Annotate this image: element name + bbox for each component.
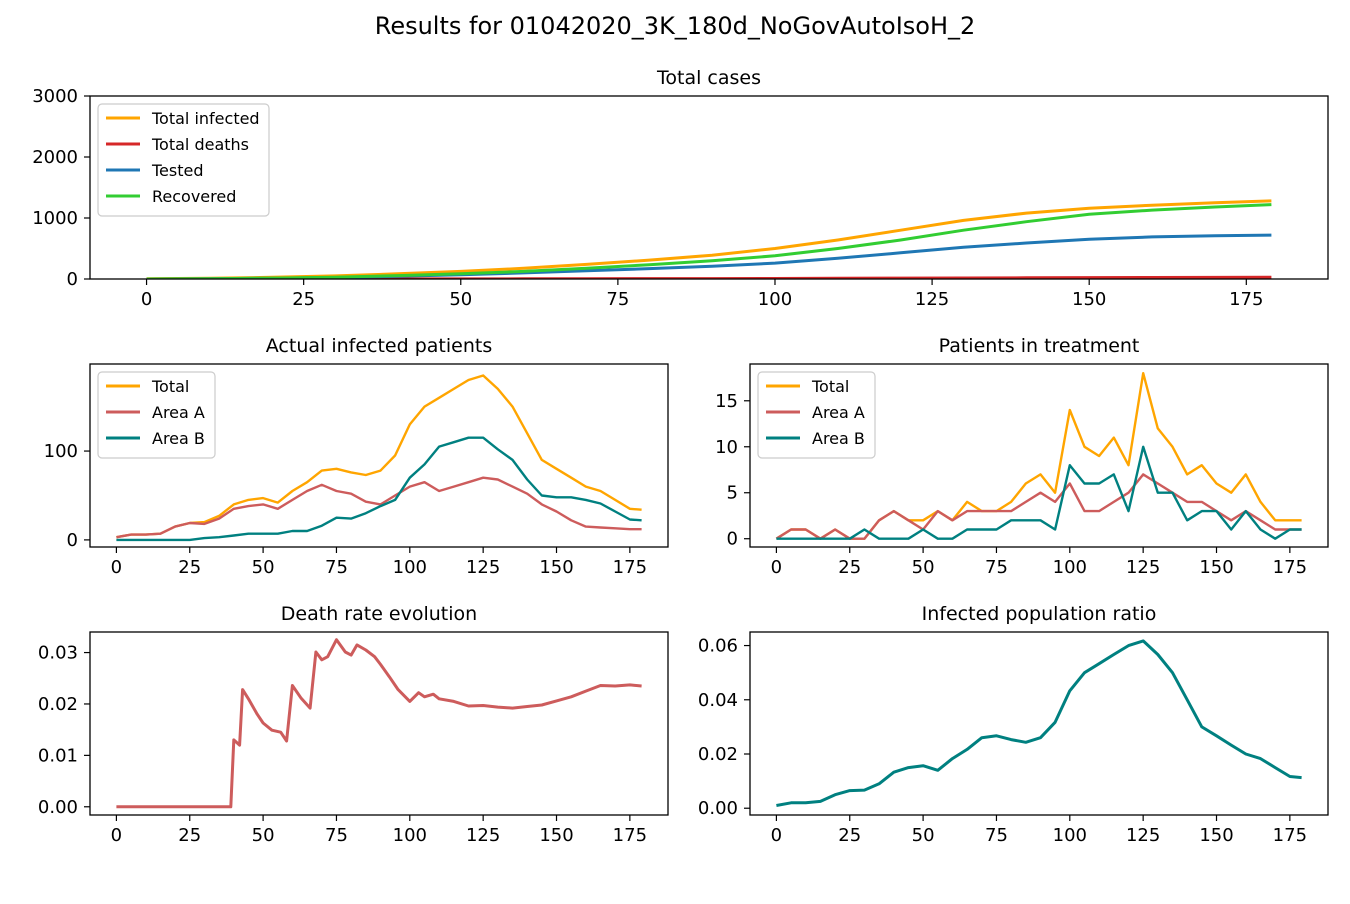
legend-label: Area A (152, 403, 205, 422)
x-tick-label: 150 (539, 557, 573, 578)
chart-title: Patients in treatment (939, 335, 1140, 357)
legend-label: Total (151, 377, 189, 396)
y-tick-label: 0.03 (38, 643, 78, 664)
y-tick-label: 0.00 (698, 798, 738, 819)
y-tick-label: 0.02 (698, 744, 738, 765)
y-tick-label: 0.04 (698, 690, 738, 711)
series-line-area-b (116, 436, 642, 542)
x-tick-label: 0 (771, 825, 782, 846)
x-tick-label: 50 (912, 825, 935, 846)
axes-frame (749, 631, 1329, 816)
x-tick-label: 25 (838, 825, 861, 846)
legend-label: Total deaths (151, 135, 249, 154)
legend: Total Area A Area B (97, 371, 216, 459)
axes-frame (89, 631, 669, 816)
y-tick-label: 15 (715, 391, 738, 412)
legend: Total infected Total deaths Tested Recovere… (97, 103, 270, 217)
legend-label: Recovered (152, 187, 236, 206)
x-tick-label: 175 (1273, 825, 1307, 846)
series-line-main (116, 638, 642, 809)
x-tick-label: 175 (1273, 557, 1307, 578)
axes-frame (89, 95, 1329, 280)
x-tick-label: 75 (325, 825, 348, 846)
y-tick-label: 100 (44, 441, 78, 462)
y-tick-label: 5 (727, 483, 738, 504)
x-tick-label: 75 (325, 557, 348, 578)
x-tick-label: 100 (393, 825, 427, 846)
x-tick-label: 150 (1072, 289, 1106, 310)
x-tick-label: 50 (912, 557, 935, 578)
x-tick-label: 25 (838, 557, 861, 578)
y-tick-label: 1000 (32, 208, 78, 229)
x-tick-label: 100 (758, 289, 792, 310)
chart-actual-infected: Actual infected patients 0 25 50 75 100 125 150… (44, 335, 669, 578)
x-tick-label: 125 (1126, 557, 1160, 578)
x-tick-label: 25 (178, 557, 201, 578)
chart-title: Actual infected patients (266, 335, 492, 357)
series-line-area-a (116, 476, 642, 539)
chart-title: Death rate evolution (281, 603, 477, 625)
y-tick-label: 0.00 (38, 797, 78, 818)
y-tick-label: 3000 (32, 86, 78, 107)
chart-title: Total cases (656, 67, 761, 89)
legend-label: Total infected (151, 109, 260, 128)
legend-label: Total (811, 377, 849, 396)
x-tick-label: 125 (1126, 825, 1160, 846)
y-tick-label: 0 (67, 530, 78, 551)
figure-title: Results for 01042020_3K_180d_NoGovAutoIs… (374, 12, 976, 40)
y-tick-label: 2000 (32, 147, 78, 168)
y-tick-label: 0.06 (698, 636, 738, 657)
legend-label: Area B (152, 429, 205, 448)
x-tick-label: 175 (1229, 289, 1263, 310)
series-line-main (776, 639, 1302, 807)
x-tick-label: 125 (915, 289, 949, 310)
x-tick-label: 0 (111, 557, 122, 578)
x-tick-label: 125 (466, 825, 500, 846)
x-tick-label: 25 (292, 289, 315, 310)
legend-label: Area B (812, 429, 865, 448)
chart-population-ratio: Infected population ratio 0 25 50 75 100 125 15… (698, 603, 1329, 846)
x-tick-label: 100 (1053, 557, 1087, 578)
x-tick-label: 75 (606, 289, 629, 310)
x-tick-label: 100 (1053, 825, 1087, 846)
x-tick-label: 100 (393, 557, 427, 578)
series-line-total (116, 374, 642, 539)
x-tick-label: 0 (771, 557, 782, 578)
series-line-area-a (775, 473, 1302, 540)
legend: Total Area A Area B (757, 371, 876, 459)
x-tick-label: 175 (613, 825, 647, 846)
x-tick-label: 75 (985, 557, 1008, 578)
x-tick-label: 50 (449, 289, 472, 310)
x-tick-label: 50 (252, 825, 275, 846)
y-tick-label: 0 (67, 269, 78, 290)
axes-frame (89, 363, 669, 548)
legend-label: Tested (151, 161, 204, 180)
legend-label: Area A (812, 403, 865, 422)
axes-frame (749, 363, 1329, 548)
x-tick-label: 175 (613, 557, 647, 578)
y-tick-label: 0.02 (38, 694, 78, 715)
series-line-area-b (776, 445, 1302, 540)
x-tick-label: 150 (539, 825, 573, 846)
chart-title: Infected population ratio (922, 603, 1157, 625)
x-tick-label: 150 (1199, 825, 1233, 846)
series-line-recovered (146, 203, 1272, 279)
y-tick-label: 0 (727, 529, 738, 550)
x-tick-label: 50 (252, 557, 275, 578)
x-tick-label: 75 (985, 825, 1008, 846)
x-tick-label: 125 (466, 557, 500, 578)
y-tick-label: 10 (715, 437, 738, 458)
y-tick-label: 0.01 (38, 745, 78, 766)
x-tick-label: 0 (111, 825, 122, 846)
chart-death-rate: Death rate evolution 0 25 50 75 100 125 150 175 0… (38, 603, 669, 846)
series-line-tested (146, 233, 1272, 279)
x-tick-label: 150 (1199, 557, 1233, 578)
x-tick-label: 0 (141, 289, 152, 310)
x-tick-label: 25 (178, 825, 201, 846)
chart-total-cases: Total cases 0 25 50 75 100 125 150 175 0 1000 2000 3… (32, 67, 1329, 310)
